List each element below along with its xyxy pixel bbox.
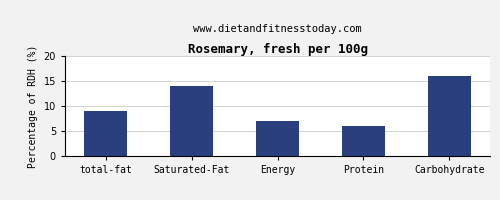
Bar <box>428 76 470 156</box>
Text: www.dietandfitnesstoday.com: www.dietandfitnesstoday.com <box>193 24 362 34</box>
Y-axis label: Percentage of RDH (%): Percentage of RDH (%) <box>28 44 38 168</box>
Bar <box>256 121 299 156</box>
Bar <box>84 111 127 156</box>
Bar <box>342 126 385 156</box>
Bar <box>170 86 213 156</box>
Title: Rosemary, fresh per 100g: Rosemary, fresh per 100g <box>188 43 368 56</box>
